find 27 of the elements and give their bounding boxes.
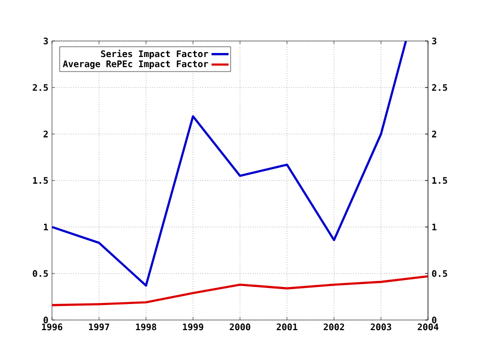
x-tick-label: 1997 (89, 324, 110, 330)
x-tick-label: 2000 (230, 324, 250, 330)
line-series (52, 275, 428, 306)
y-tick-label: 2 (44, 130, 48, 138)
y-tick-label: 1 (44, 224, 48, 230)
x-tick-label: 1996 (42, 324, 62, 330)
x-tick-label: 2003 (370, 324, 392, 330)
y2-tick-label: 1 (432, 224, 436, 230)
y-tick-label: 3 (44, 38, 48, 44)
x-tick-label: 2004 (418, 324, 438, 330)
y2-tick-label: 2.5 (432, 84, 448, 91)
y-tick-label: 1.5 (33, 177, 48, 184)
x-tick-label: 1999 (183, 324, 204, 330)
y2-tick-label: 0 (432, 316, 436, 324)
legend-label: Series Impact Factor (101, 50, 208, 59)
x-tick-label: 2002 (324, 324, 344, 330)
y-tick-label: 0.5 (32, 270, 48, 277)
y2-tick-label: 1.5 (432, 177, 448, 184)
legend-label: Average RePEc Impact Factor (62, 60, 208, 69)
y2-tick-label: 3 (432, 38, 436, 44)
y2-tick-label: 2 (432, 130, 436, 138)
y2-tick-label: 0.5 (432, 270, 448, 277)
line-series (52, 40, 408, 287)
y-tick-label: 0 (44, 316, 48, 324)
x-tick-label: 2001 (276, 324, 298, 330)
x-tick-label: 1998 (136, 324, 156, 330)
y-tick-label: 2.5 (32, 84, 48, 91)
